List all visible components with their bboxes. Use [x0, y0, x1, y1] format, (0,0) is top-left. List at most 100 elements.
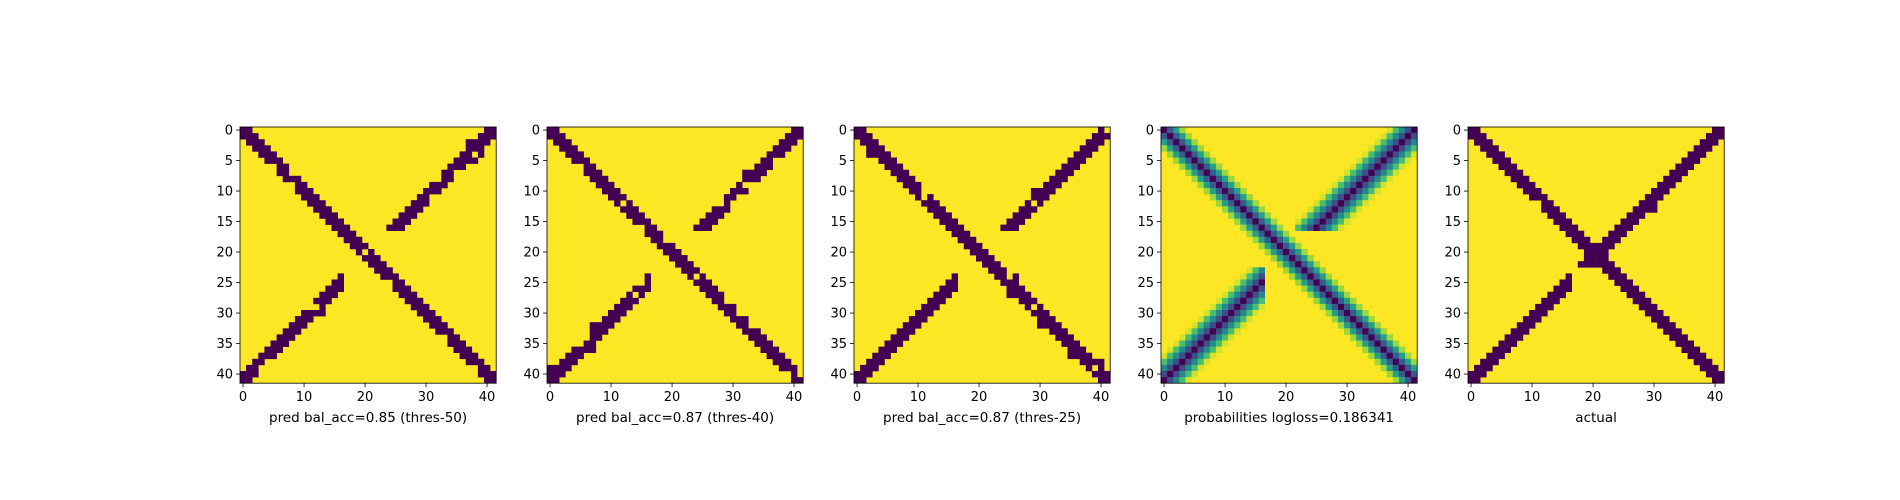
heatmap-cell	[240, 133, 247, 140]
heatmap-cell	[1215, 297, 1223, 305]
heatmap-cell	[1405, 145, 1412, 152]
heatmap-cell	[1191, 322, 1198, 329]
heatmap-cell	[465, 151, 473, 158]
heatmap-cell	[1411, 139, 1418, 146]
heatmap-cell	[711, 218, 719, 225]
heatmap-cell	[1301, 279, 1308, 286]
heatmap-cell	[1590, 249, 1597, 256]
heatmap-cell	[1620, 273, 1627, 280]
heatmap-cell	[1553, 285, 1560, 292]
y-tick-label: 35	[216, 337, 233, 352]
heatmap-cell	[276, 346, 283, 353]
heatmap-cell	[614, 200, 621, 207]
heatmap-cell	[1356, 322, 1363, 329]
heatmap-cell	[939, 291, 946, 299]
heatmap-cell	[1246, 316, 1253, 323]
heatmap-cell	[252, 145, 259, 152]
heatmap-cell	[435, 328, 442, 335]
heatmap-cell	[1510, 169, 1518, 177]
heatmap-cell	[595, 328, 603, 335]
heatmap-cell	[1055, 322, 1062, 329]
heatmap-cell	[1222, 322, 1229, 329]
heatmap-cell	[1215, 328, 1223, 335]
heatmap-cell	[1067, 346, 1074, 353]
heatmap-cell	[1012, 279, 1019, 286]
y-tick-label: 40	[830, 368, 847, 383]
heatmap-cell	[1098, 358, 1105, 366]
heatmap-cell	[1228, 212, 1235, 219]
heatmap-cell	[1037, 322, 1044, 329]
heatmap-cell	[331, 291, 338, 299]
heatmap-cell	[1018, 291, 1026, 299]
heatmap-cell	[1344, 303, 1351, 311]
heatmap-cell	[866, 133, 873, 140]
heatmap-cell	[258, 151, 265, 158]
heatmap-cell	[1350, 200, 1357, 207]
heatmap-cell	[1179, 151, 1186, 158]
heatmap-cell	[1104, 371, 1111, 378]
heatmap-cell	[1098, 127, 1105, 134]
heatmap-cell	[1392, 358, 1400, 366]
heatmap-cell	[1644, 297, 1652, 305]
heatmap-cell	[1474, 371, 1481, 378]
heatmap-cell	[1240, 224, 1247, 231]
heatmap-cell	[1203, 334, 1211, 341]
heatmap-cell	[1006, 285, 1013, 292]
heatmap-cell	[1362, 334, 1369, 341]
heatmap-cell	[1228, 175, 1235, 183]
y-tick-label: 0	[532, 124, 540, 139]
heatmap-cell	[1209, 194, 1217, 201]
heatmap-cell	[1392, 169, 1400, 177]
heatmap-cell	[355, 236, 363, 244]
heatmap-cell	[1638, 297, 1646, 305]
heatmap-cell	[915, 188, 922, 195]
heatmap-cell	[1362, 181, 1369, 189]
y-tick-label: 5	[839, 154, 847, 169]
heatmap-cell	[1319, 194, 1326, 201]
heatmap-cell	[778, 352, 786, 360]
heatmap-cell	[902, 328, 910, 335]
heatmap-cell	[988, 267, 995, 274]
x-tick-label: 30	[725, 390, 742, 405]
heatmap-cell	[282, 169, 290, 177]
heatmap-cell	[1234, 194, 1241, 201]
heatmap-cell	[784, 145, 792, 152]
heatmap-cell	[1179, 133, 1186, 140]
heatmap-cell	[1061, 334, 1068, 341]
heatmap-cell	[1331, 303, 1339, 311]
heatmap-cell	[872, 139, 879, 146]
heatmap-cell	[1356, 206, 1363, 213]
heatmap-cell	[791, 127, 798, 134]
heatmap-cell	[1246, 285, 1253, 292]
heatmap-cell	[1498, 340, 1505, 347]
heatmap-cell	[1380, 139, 1387, 146]
heatmap-cell	[1608, 273, 1615, 280]
heatmap-cell	[429, 188, 436, 195]
heatmap-cell	[620, 310, 627, 317]
heatmap-cell	[1474, 377, 1481, 384]
heatmap-cell	[1571, 236, 1579, 244]
heatmap-cell	[1209, 310, 1217, 317]
heatmap-cell	[1222, 340, 1229, 347]
heatmap-cell	[1405, 364, 1412, 372]
heatmap-cell	[1651, 310, 1658, 317]
heatmap-cell	[608, 194, 615, 201]
heatmap-cell	[1313, 206, 1320, 213]
heatmap-cell	[1283, 236, 1290, 244]
heatmap-cell	[1368, 194, 1375, 201]
heatmap-cell	[1344, 206, 1351, 213]
heatmap-cell	[1228, 310, 1235, 317]
heatmap-cell	[246, 364, 253, 372]
heatmap-cell	[270, 352, 277, 360]
heatmap-cell	[650, 236, 658, 244]
heatmap-cell	[890, 340, 897, 347]
heatmap-cell	[1173, 346, 1180, 353]
heatmap-cell	[1356, 340, 1363, 347]
heatmap-cell	[969, 236, 977, 244]
heatmap-cell	[1197, 175, 1204, 183]
heatmap-cell	[896, 175, 904, 183]
heatmap-cell	[1179, 334, 1186, 341]
heatmap-cell	[1209, 181, 1217, 189]
heatmap-cell	[1392, 157, 1400, 164]
heatmap-cell	[1215, 194, 1223, 201]
